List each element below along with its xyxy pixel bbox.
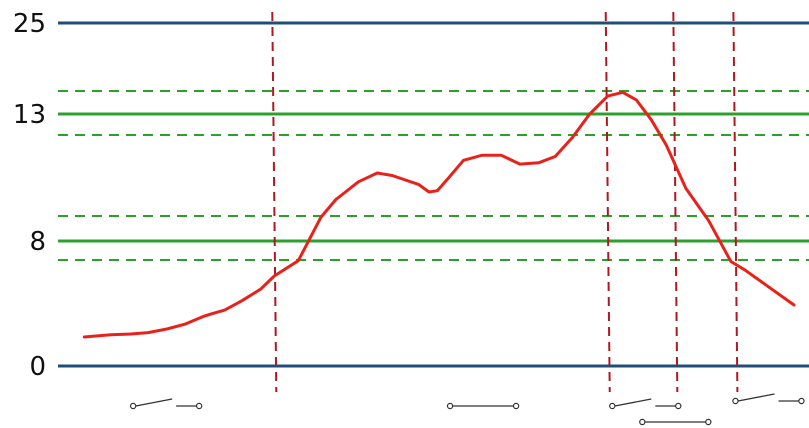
switch-terminal-right [512,402,520,410]
switch-terminal-left [609,402,616,410]
switch-terminal-left [639,418,646,426]
switch-contact-open [614,398,652,407]
y-tick-label-2: 8 [29,227,46,257]
switch-symbol-4-open [732,393,805,405]
switch-symbol-3-closed [639,418,712,426]
switch-event-line-0 [271,11,278,393]
switch-event-line-1 [604,11,611,393]
series-layer [82,90,796,339]
switch-terminal-right [675,402,682,410]
switch-event-line-3 [732,11,739,393]
y-tick-labels: 25 13 8 0 [13,9,46,382]
switch-contact-open [737,393,775,402]
y-tick-label-0: 25 [13,9,46,39]
switch-symbol-2-open [609,398,682,410]
switch-symbol-0-open [129,398,203,410]
switch-symbols [129,393,805,426]
switch-terminal-left [129,402,137,410]
series-line-0 [82,90,796,339]
y-tick-label-3: 0 [29,352,46,382]
reference-lines [58,21,809,368]
switch-terminal-right [798,397,805,405]
switch-event-lines [271,11,739,393]
switch-contact-open [135,398,173,407]
switch-symbol-1-closed [446,402,520,410]
switch-terminal-right [195,402,203,410]
switch-terminal-left [446,402,454,410]
switch-terminal-right [705,418,712,426]
switch-event-line-2 [672,11,679,393]
y-tick-label-1: 13 [13,100,46,130]
switch-terminal-left [732,397,739,405]
